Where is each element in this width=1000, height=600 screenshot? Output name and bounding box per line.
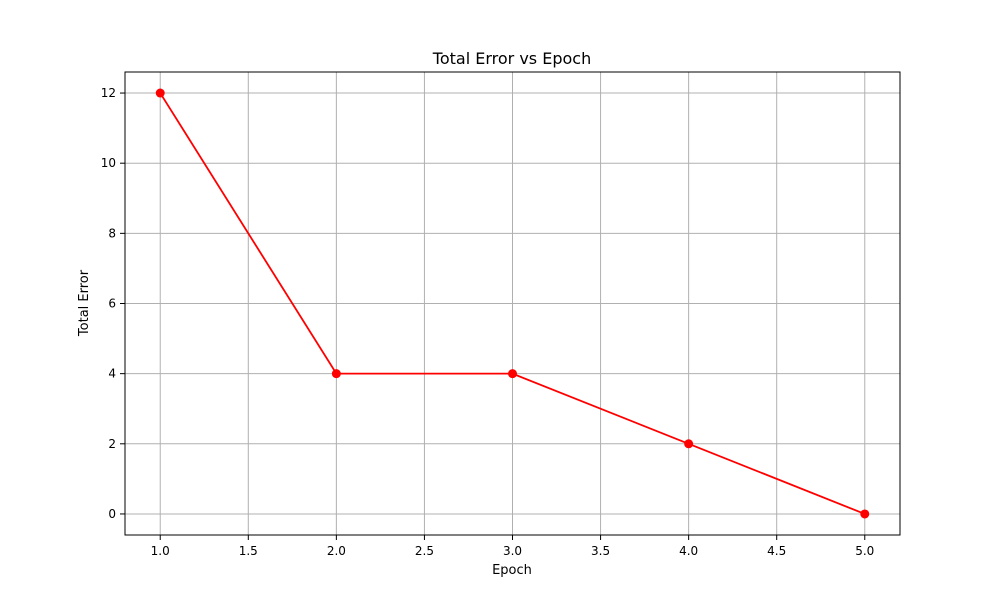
x-tick-label: 5.0 — [855, 544, 874, 558]
y-axis-label: Total Error — [77, 269, 92, 337]
x-tick-label: 2.5 — [415, 544, 434, 558]
data-series — [155, 88, 870, 519]
y-tick-label: 8 — [108, 226, 116, 240]
y-tick-label: 10 — [101, 156, 116, 170]
y-axis-ticks: 0 2 4 6 8 10 12 — [101, 86, 125, 521]
axes-frame — [124, 71, 901, 536]
x-tick-label: 4.0 — [679, 544, 698, 558]
y-tick-label: 4 — [108, 367, 116, 381]
data-point — [860, 509, 870, 519]
grid — [125, 72, 900, 535]
x-axis-label: Epoch — [492, 563, 532, 578]
x-axis-ticks: 1.0 1.5 2.0 2.5 3.0 3.5 4.0 4.5 5.0 — [151, 535, 874, 558]
chart-title: Total Error vs Epoch — [432, 49, 591, 68]
data-point — [155, 88, 165, 98]
data-point — [684, 439, 694, 449]
x-tick-label: 1.0 — [151, 544, 170, 558]
data-point — [331, 369, 341, 379]
y-tick-label: 6 — [108, 297, 116, 311]
x-tick-label: 3.5 — [591, 544, 610, 558]
x-tick-label: 2.0 — [327, 544, 346, 558]
x-tick-label: 4.5 — [767, 544, 786, 558]
x-tick-label: 3.0 — [503, 544, 522, 558]
y-tick-label: 2 — [108, 437, 116, 451]
x-tick-label: 1.5 — [239, 544, 258, 558]
y-tick-label: 12 — [101, 86, 116, 100]
y-tick-label: 0 — [108, 507, 116, 521]
data-point — [508, 369, 517, 379]
